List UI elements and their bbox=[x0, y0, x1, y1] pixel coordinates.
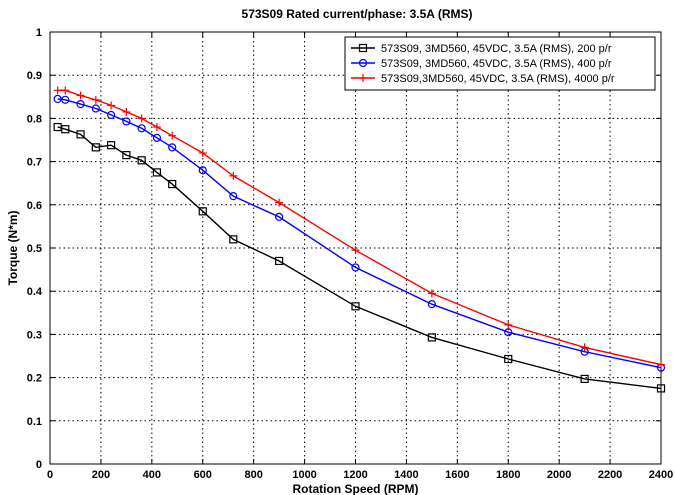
square-marker bbox=[198, 207, 207, 216]
legend-entry-label: 573S09,3MD560, 45VDC, 3.5A (RMS), 4000 p… bbox=[381, 73, 615, 85]
plus-marker bbox=[107, 101, 116, 110]
y-tick-label: 0.9 bbox=[27, 70, 42, 82]
plus-marker bbox=[198, 148, 207, 157]
square-marker bbox=[152, 168, 162, 177]
square-marker bbox=[91, 143, 100, 152]
square-marker bbox=[168, 179, 177, 189]
circle-marker bbox=[91, 104, 100, 113]
circle-marker bbox=[152, 133, 162, 142]
x-tick-label: 1600 bbox=[445, 469, 469, 481]
grid-lines bbox=[50, 32, 661, 464]
x-tick-label: 2200 bbox=[598, 469, 622, 481]
chart-title: 573S09 Rated current/phase: 3.5A (RMS) bbox=[242, 7, 473, 21]
series-3 bbox=[53, 86, 665, 369]
legend-entry-label: 573S09, 3MD560, 45VDC, 3.5A (RMS), 200 p… bbox=[381, 43, 612, 55]
square-marker bbox=[61, 125, 70, 134]
square-marker bbox=[137, 156, 146, 165]
circle-marker bbox=[53, 94, 62, 104]
square-marker bbox=[229, 235, 238, 244]
legend-entry-label: 573S09, 3MD560, 45VDC, 3.5A (RMS), 400 p… bbox=[381, 58, 612, 70]
plus-marker bbox=[427, 289, 436, 298]
circle-marker bbox=[427, 300, 436, 309]
x-tick-label: 800 bbox=[244, 469, 262, 481]
x-tick-label: 2000 bbox=[547, 469, 571, 481]
square-marker bbox=[122, 151, 131, 160]
plus-marker bbox=[91, 95, 100, 104]
circle-marker bbox=[229, 192, 238, 201]
x-tick-label: 1800 bbox=[496, 469, 520, 481]
series-line bbox=[57, 98, 662, 369]
y-tick-label: 0.4 bbox=[27, 286, 43, 298]
y-tick-label: 0 bbox=[36, 459, 42, 471]
circle-marker bbox=[275, 212, 284, 221]
x-tick-label: 200 bbox=[92, 469, 110, 481]
plus-marker bbox=[580, 343, 589, 352]
x-tick-label: 1400 bbox=[394, 469, 418, 481]
plus-marker bbox=[504, 320, 513, 329]
square-marker bbox=[351, 302, 360, 311]
square-marker bbox=[656, 384, 666, 393]
series-1 bbox=[53, 122, 666, 393]
series-line bbox=[57, 126, 662, 390]
square-marker bbox=[580, 374, 589, 383]
series-2 bbox=[53, 94, 666, 372]
y-tick-label: 0.7 bbox=[27, 157, 42, 169]
x-tick-label: 400 bbox=[143, 469, 161, 481]
y-tick-label: 0.1 bbox=[27, 416, 42, 428]
y-axis-label: Torque (N*m) bbox=[6, 210, 20, 285]
circle-marker bbox=[168, 143, 177, 152]
plus-marker bbox=[168, 131, 177, 140]
x-tick-label: 600 bbox=[194, 469, 212, 481]
plus-marker bbox=[351, 246, 360, 255]
plus-marker bbox=[76, 91, 85, 100]
plot-frame bbox=[49, 31, 662, 465]
y-tick-label: 0.5 bbox=[27, 243, 42, 255]
circle-marker bbox=[106, 110, 116, 120]
square-marker bbox=[504, 354, 513, 364]
circle-marker bbox=[351, 263, 360, 272]
plus-marker bbox=[229, 171, 238, 180]
legend-box bbox=[344, 36, 656, 91]
data-series bbox=[53, 86, 666, 393]
y-tick-label: 0.2 bbox=[27, 373, 42, 385]
circle-marker bbox=[198, 166, 207, 175]
circle-marker bbox=[358, 58, 368, 68]
axes: 0 200 400 600 800 1000 1200 1400 1600 1800 2000 220… bbox=[27, 27, 674, 481]
circle-marker bbox=[61, 95, 70, 104]
y-tick-label: 0.6 bbox=[27, 200, 42, 212]
square-marker bbox=[53, 122, 62, 132]
x-tick-label: 1200 bbox=[343, 469, 367, 481]
x-axis-label: Rotation Speed (RPM) bbox=[293, 482, 419, 495]
x-tick-label: 2400 bbox=[649, 469, 673, 481]
circle-marker bbox=[137, 124, 146, 133]
plus-marker bbox=[359, 74, 367, 82]
y-tick-label: 0.3 bbox=[27, 329, 42, 341]
legend: 573S09, 3MD560, 45VDC, 3.5A (RMS), 200 p… bbox=[344, 36, 656, 91]
square-marker bbox=[275, 256, 284, 266]
square-marker bbox=[358, 43, 368, 53]
circle-marker bbox=[122, 117, 131, 126]
plus-marker bbox=[122, 107, 131, 116]
y-tick-label: 1 bbox=[36, 27, 42, 39]
plus-marker bbox=[61, 86, 70, 95]
plus-marker bbox=[53, 86, 62, 95]
x-tick-label: 1000 bbox=[292, 469, 316, 481]
plus-marker bbox=[657, 360, 665, 369]
y-tick-label: 0.8 bbox=[27, 113, 42, 125]
square-marker bbox=[106, 141, 116, 150]
square-marker bbox=[427, 333, 436, 342]
circle-marker bbox=[76, 100, 85, 109]
square-marker bbox=[76, 130, 85, 139]
x-tick-label: 0 bbox=[47, 469, 53, 481]
plus-marker bbox=[137, 114, 146, 123]
plus-marker bbox=[152, 123, 161, 132]
plus-marker bbox=[275, 198, 284, 207]
